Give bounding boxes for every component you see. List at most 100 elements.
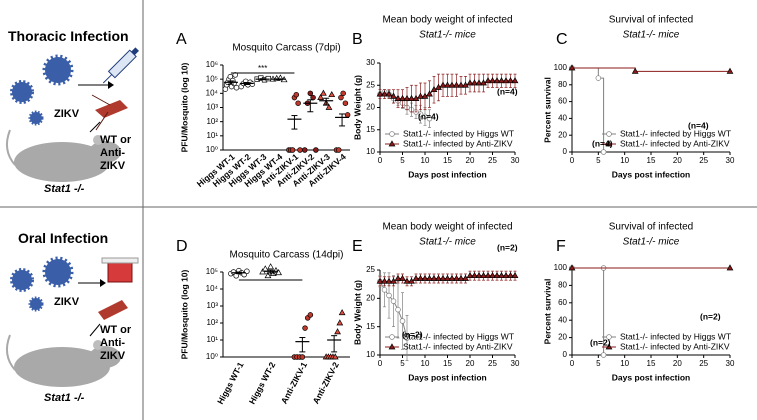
point — [502, 271, 510, 279]
point — [422, 113, 428, 120]
y-axis-label: Body Weight (g) — [352, 280, 362, 345]
point — [466, 271, 474, 279]
mouse-ear — [93, 340, 103, 350]
x-tick-label: 20 — [673, 359, 682, 368]
mouse-ear — [93, 135, 103, 145]
y-axis-label: Percent survival — [542, 279, 552, 345]
point — [439, 81, 447, 88]
y-axis-label: PFU/Mosquito (log 10) — [179, 269, 189, 359]
point — [328, 90, 336, 98]
point — [381, 287, 388, 293]
y-tick-label: 15 — [366, 322, 375, 331]
x-axis-label: Days post infection — [612, 169, 690, 179]
point — [421, 274, 429, 281]
point — [338, 94, 344, 101]
legend-label: Stat1-/- infected by Higgs WT — [403, 331, 514, 341]
y-tick-label: 20 — [558, 130, 567, 139]
schematic-title: Oral Infection — [18, 230, 109, 246]
y-tick-label: 10¹ — [206, 131, 218, 140]
point — [317, 93, 325, 100]
point — [426, 90, 433, 97]
mouse-head — [89, 141, 121, 163]
y-axis-label: Percent survival — [542, 77, 552, 143]
x-tick-label: 0 — [570, 156, 575, 165]
y-tick-label: 80 — [558, 281, 567, 290]
annotation: (n=4) — [497, 86, 518, 96]
treatment-label: WT or Anti-ZIKV — [100, 324, 132, 362]
annotation: (n=2) — [497, 242, 518, 252]
mouse-body — [14, 142, 110, 182]
y-tick-label: 80 — [558, 80, 567, 89]
point — [344, 112, 351, 118]
y-tick-label: 10⁴ — [206, 88, 219, 97]
y-tick-label: 40 — [558, 315, 567, 324]
point — [426, 274, 433, 281]
point — [412, 94, 420, 101]
y-tick-label: 40 — [558, 114, 567, 123]
legend-label: Stat1-/- infected by Anti-ZIKV — [620, 138, 730, 148]
x-tick-label: 15 — [647, 156, 656, 165]
point — [568, 64, 576, 71]
syringe — [102, 47, 139, 84]
virus — [42, 256, 74, 288]
x-tick-label: 30 — [726, 156, 735, 165]
y-tick-label: 20 — [366, 293, 375, 302]
x-tick-label: Anti-ZIKV-2 — [311, 360, 341, 405]
point — [386, 292, 392, 299]
virus — [10, 268, 34, 292]
y-tick-label: 25 — [366, 265, 375, 274]
point — [227, 73, 234, 80]
point — [466, 79, 474, 86]
y-tick-label: 0 — [563, 147, 568, 156]
point — [335, 147, 342, 153]
point — [399, 274, 406, 281]
point — [475, 271, 483, 279]
point — [320, 89, 327, 96]
point — [484, 77, 492, 84]
point — [394, 274, 402, 281]
x-tick-label: 20 — [466, 156, 475, 165]
point — [313, 147, 319, 153]
point — [430, 85, 438, 93]
chart-title: Mosquito Carcass (14dpi) — [230, 250, 344, 261]
point — [600, 149, 607, 155]
y-tick-label: 20 — [366, 103, 375, 112]
legend-label: Stat1-/- infected by Higgs WT — [620, 331, 731, 341]
point — [493, 77, 501, 84]
annotation: (n=4) — [688, 120, 709, 130]
point — [606, 131, 612, 137]
y-tick-label: 10 — [366, 147, 375, 156]
point — [417, 111, 424, 117]
point — [293, 91, 300, 98]
point — [408, 94, 415, 101]
point — [606, 334, 612, 340]
point — [385, 90, 393, 97]
panel-letter: C — [556, 31, 568, 48]
panel-letter: A — [176, 31, 187, 48]
chart-title: Mosquito Carcass (7dpi) — [232, 43, 340, 54]
legend-label: Stat1-/- infected by Anti-ZIKV — [403, 138, 513, 148]
significance-label: *** — [266, 271, 275, 280]
y-axis-label: PFU/Mosquito (log 10) — [179, 62, 189, 152]
point — [511, 77, 519, 84]
x-tick-label: 15 — [443, 156, 452, 165]
y-tick-label: 0 — [563, 350, 568, 359]
oral-schematic — [5, 256, 139, 387]
point — [595, 75, 602, 81]
point — [390, 92, 397, 99]
point — [388, 140, 396, 147]
point — [605, 343, 613, 350]
point — [264, 272, 272, 279]
mosquito — [98, 300, 128, 320]
mouse-body — [14, 347, 110, 387]
point — [340, 90, 346, 97]
feeder — [107, 261, 133, 283]
y-tick-label: 10⁴ — [206, 284, 219, 293]
x-tick-label: 0 — [378, 359, 383, 368]
point — [249, 81, 256, 87]
panel-letter: D — [176, 238, 188, 255]
point — [417, 92, 424, 99]
point — [507, 271, 514, 279]
x-tick-label: Higgs WT-2 — [247, 360, 278, 406]
point — [310, 94, 316, 101]
